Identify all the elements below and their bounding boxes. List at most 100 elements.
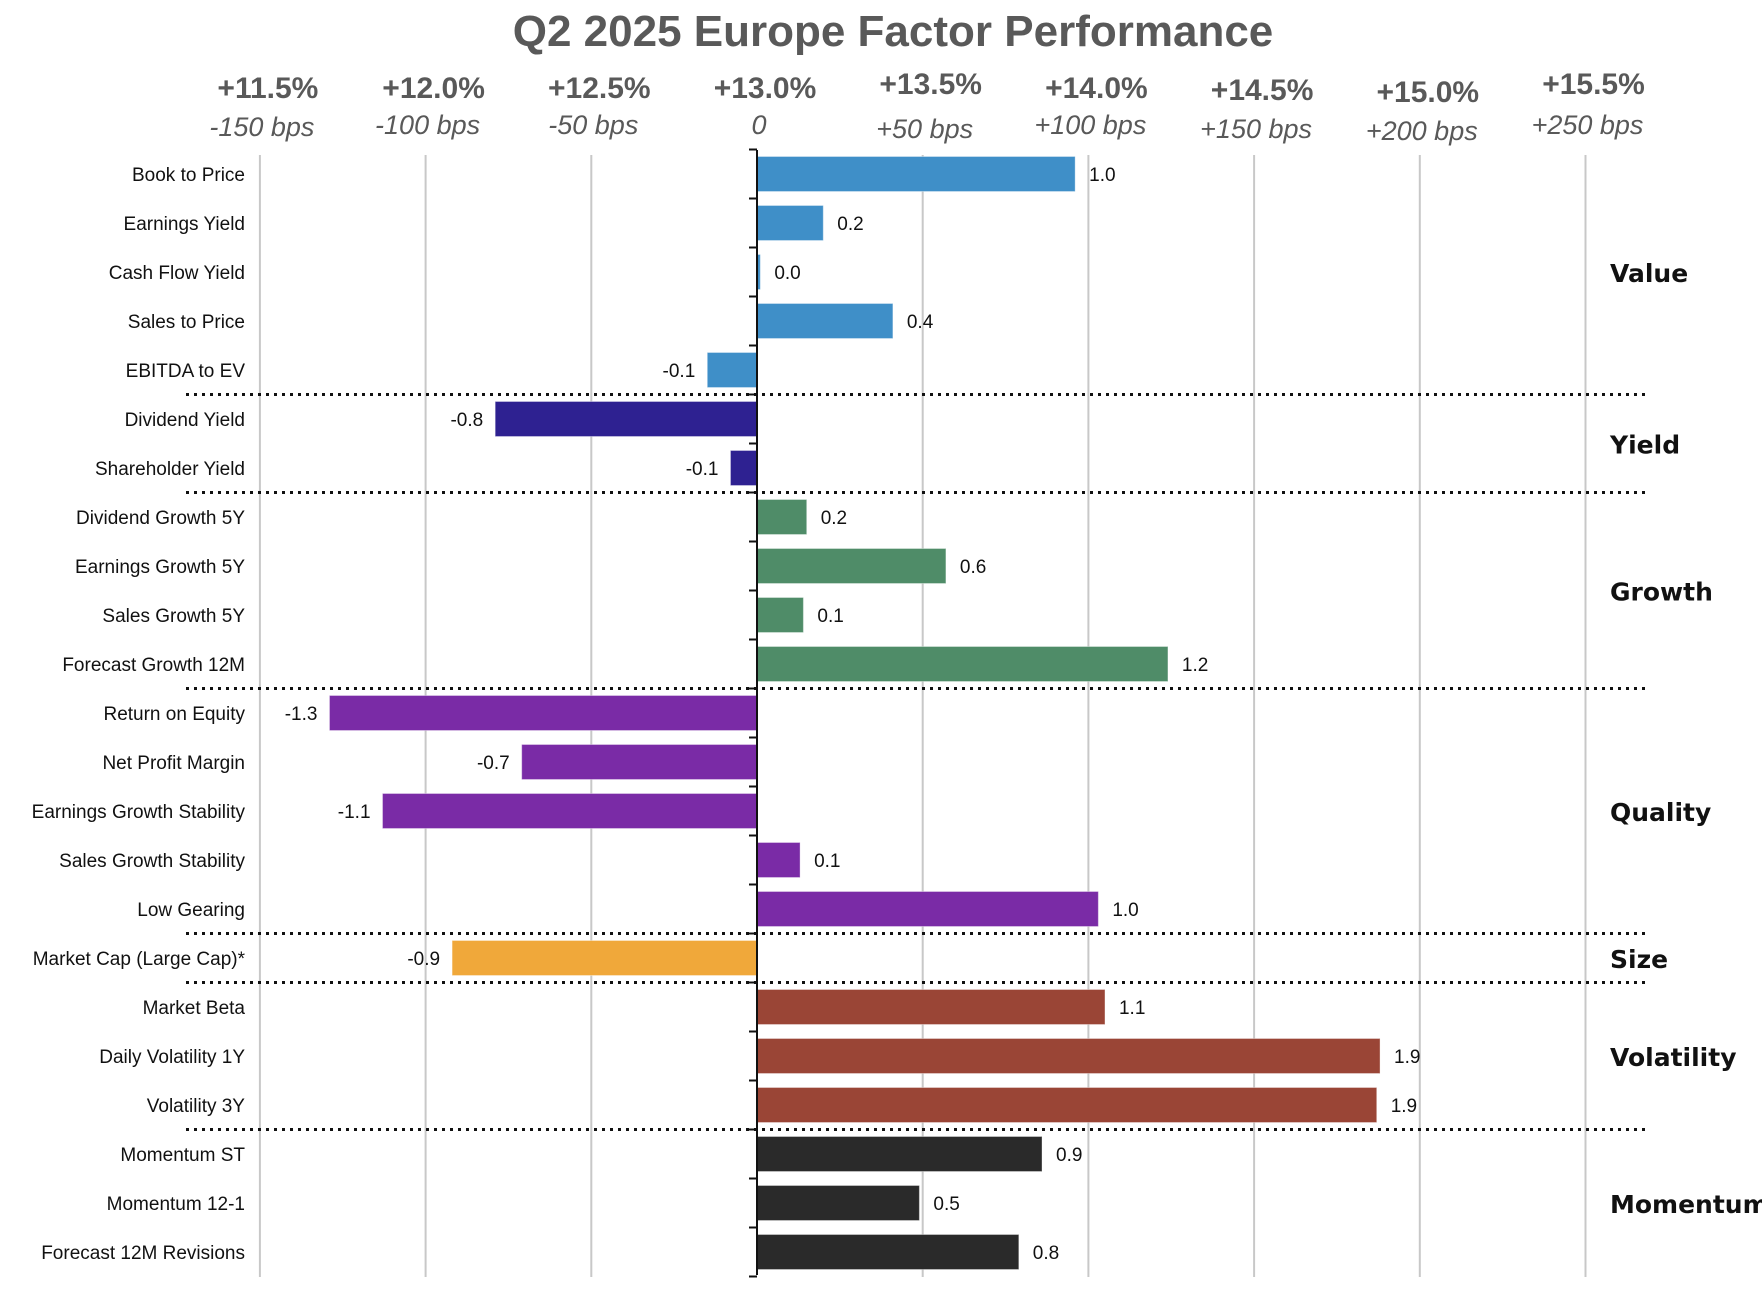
value-label: -0.8 — [450, 410, 483, 431]
category-label: Forecast 12M Revisions — [41, 1243, 245, 1264]
value-label: -0.7 — [477, 753, 510, 774]
category-label: Shareholder Yield — [95, 459, 245, 480]
value-label: 1.0 — [1089, 165, 1115, 186]
category-label: Sales to Price — [128, 312, 245, 333]
group-label-yield: Yield — [1609, 431, 1680, 460]
value-label: 0.1 — [814, 851, 840, 872]
value-label: 1.2 — [1182, 655, 1208, 676]
tick-label-bps: +250 bps — [1532, 110, 1644, 140]
tick-label-pct: +12.0% — [382, 72, 485, 105]
bar — [756, 156, 1076, 192]
top-axis-ticks: +11.5% -150 bps +12.0% -100 bps +12.5% -50 bp… — [209, 68, 1644, 146]
category-label: Momentum 12-1 — [107, 1194, 245, 1215]
category-label: Low Gearing — [137, 900, 245, 921]
category-label: Book to Price — [132, 165, 245, 186]
category-label: Market Cap (Large Cap)* — [33, 949, 246, 970]
category-label: Return on Equity — [103, 704, 245, 725]
tick-label-pct: +14.0% — [1045, 72, 1148, 105]
bar — [521, 744, 758, 780]
value-label: 0.9 — [1056, 1145, 1082, 1166]
value-label: -1.3 — [285, 704, 318, 725]
value-label: 0.2 — [821, 508, 847, 529]
zero-axis — [749, 148, 758, 1278]
group-labels: Value Yield Growth Quality Size Volatility Mom… — [1609, 259, 1762, 1219]
tick-label-pct: +14.5% — [1211, 74, 1314, 107]
tick-label-pct: +15.5% — [1542, 68, 1645, 101]
bar — [494, 401, 758, 437]
value-label: 0.2 — [837, 214, 863, 235]
category-label: Market Beta — [143, 998, 246, 1019]
bar — [382, 793, 758, 829]
tick-label-bps: +100 bps — [1034, 110, 1146, 140]
bar — [756, 303, 894, 339]
bar — [756, 842, 801, 878]
bar — [756, 1234, 1020, 1270]
category-label: Net Profit Margin — [102, 753, 245, 774]
group-label-volatility: Volatility — [1610, 1043, 1737, 1072]
bar — [756, 499, 808, 535]
tick-label-pct: +12.5% — [548, 72, 651, 105]
category-label: Earnings Growth Stability — [32, 802, 246, 823]
tick-label-bps: -150 bps — [209, 112, 314, 142]
tick-label-pct: +15.0% — [1377, 76, 1480, 109]
value-labels: 1.0 0.2 0.0 0.4 -0.1 -0.8 -0.1 0.2 0.6 0.1 1.2 -1.3… — [285, 165, 1421, 1264]
group-label-momentum: Momentum — [1610, 1190, 1762, 1219]
group-label-value: Value — [1610, 259, 1688, 288]
category-label: Dividend Yield — [125, 410, 245, 431]
bar — [756, 1087, 1378, 1123]
tick-label-bps: +50 bps — [876, 114, 973, 144]
value-label: -0.1 — [686, 459, 719, 480]
chart-title: Q2 2025 Europe Factor Performance — [513, 7, 1274, 56]
value-label: 0.4 — [907, 312, 934, 333]
category-label: Daily Volatility 1Y — [99, 1047, 245, 1068]
value-label: -1.1 — [338, 802, 371, 823]
tick-label-bps: +150 bps — [1200, 114, 1312, 144]
bar — [756, 989, 1106, 1025]
bars — [328, 156, 1381, 1270]
tick-label-bps: -50 bps — [548, 110, 638, 140]
bar — [756, 646, 1169, 682]
category-label: Volatility 3Y — [147, 1096, 246, 1117]
category-label: Earnings Yield — [124, 214, 245, 235]
category-label: Dividend Growth 5Y — [76, 508, 245, 529]
value-label: 1.9 — [1391, 1096, 1417, 1117]
category-label: Forecast Growth 12M — [62, 655, 245, 676]
tick-label-pct: +13.5% — [879, 68, 982, 101]
category-label: Sales Growth 5Y — [102, 606, 245, 627]
bar — [756, 1185, 920, 1221]
group-label-quality: Quality — [1610, 798, 1711, 827]
bar — [756, 205, 824, 241]
tick-label-bps: +200 bps — [1366, 116, 1478, 146]
bar — [451, 940, 758, 976]
bar — [756, 548, 947, 584]
category-label: Momentum ST — [120, 1145, 245, 1166]
category-label: Cash Flow Yield — [109, 263, 245, 284]
tick-label-bps: -100 bps — [375, 110, 480, 140]
category-label: Earnings Growth 5Y — [75, 557, 245, 578]
bar — [706, 352, 758, 388]
value-label: 0.5 — [933, 1194, 959, 1215]
bar — [756, 891, 1099, 927]
value-label: -0.9 — [407, 949, 440, 970]
value-label: 0.0 — [774, 263, 800, 284]
group-label-growth: Growth — [1610, 578, 1713, 607]
value-label: 0.6 — [960, 557, 986, 578]
category-label: EBITDA to EV — [126, 361, 246, 382]
value-label: 1.1 — [1119, 998, 1145, 1019]
value-label: 1.0 — [1112, 900, 1138, 921]
group-label-size: Size — [1610, 945, 1668, 974]
value-label: 0.1 — [817, 606, 843, 627]
tick-label-pct: +11.5% — [217, 72, 318, 105]
row-labels: Book to Price Earnings Yield Cash Flow Yie… — [32, 165, 246, 1264]
value-label: 0.8 — [1033, 1243, 1059, 1264]
bar — [756, 1038, 1381, 1074]
value-label: 1.9 — [1394, 1047, 1420, 1068]
bar — [729, 450, 758, 486]
tick-label-pct: +13.0% — [714, 72, 817, 105]
category-label: Sales Growth Stability — [59, 851, 245, 872]
bar — [328, 695, 758, 731]
tick-label-bps: 0 — [751, 110, 766, 140]
bar — [756, 597, 804, 633]
bar — [756, 1136, 1043, 1172]
